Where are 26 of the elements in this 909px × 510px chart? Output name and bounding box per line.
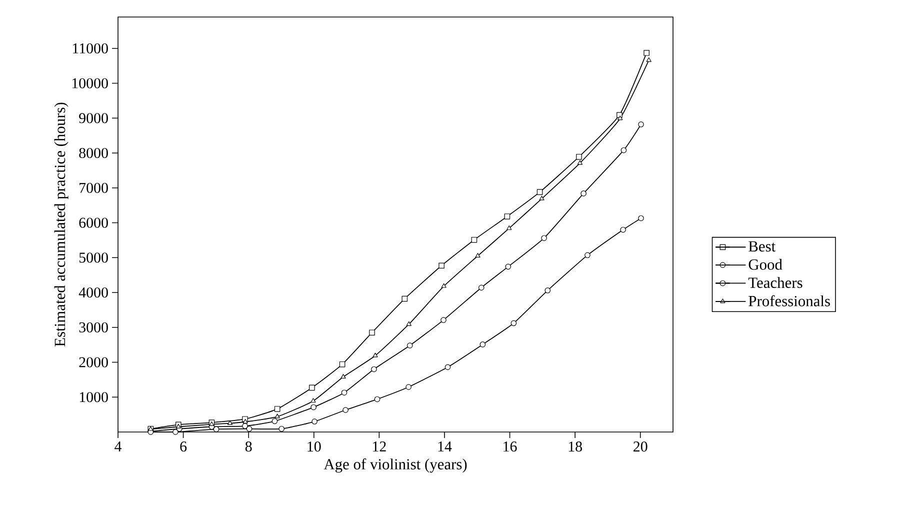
x-tick-label: 20 [634,442,648,452]
y-tick-label: 5000 [79,252,108,263]
legend-label: Good [748,258,782,270]
y-tick-label: 11000 [72,43,108,54]
y-tick-label: 7000 [80,182,108,193]
x-axis-title: Age of violinist (years) [324,458,467,473]
x-tick-label: 6 [180,442,187,452]
x-tick-label: 16 [504,442,517,452]
y-tick-label: 10000 [72,78,108,88]
x-tick-label: 12 [373,442,386,452]
x-tick-label: 18 [568,442,582,452]
x-tick-label: 10 [308,442,321,452]
x-tick-label: 8 [245,442,252,452]
legend-label: Teachers [748,277,802,288]
y-tick-label: 6000 [79,218,108,228]
y-tick-label: 2000 [79,357,108,368]
legend-label: Professionals [748,295,830,306]
legend-label: Best [748,241,776,252]
y-tick-label: 3000 [79,322,108,332]
x-tick-label: 14 [438,442,452,452]
y-tick-label: 4000 [78,287,108,298]
y-tick-label: 9000 [79,113,108,124]
y-axis-title: Estimated accumulated practice (hours) [54,102,68,346]
x-tick-label: 4 [114,442,122,452]
y-tick-label: 8000 [79,148,108,158]
y-tick-label: 1000 [80,392,108,402]
